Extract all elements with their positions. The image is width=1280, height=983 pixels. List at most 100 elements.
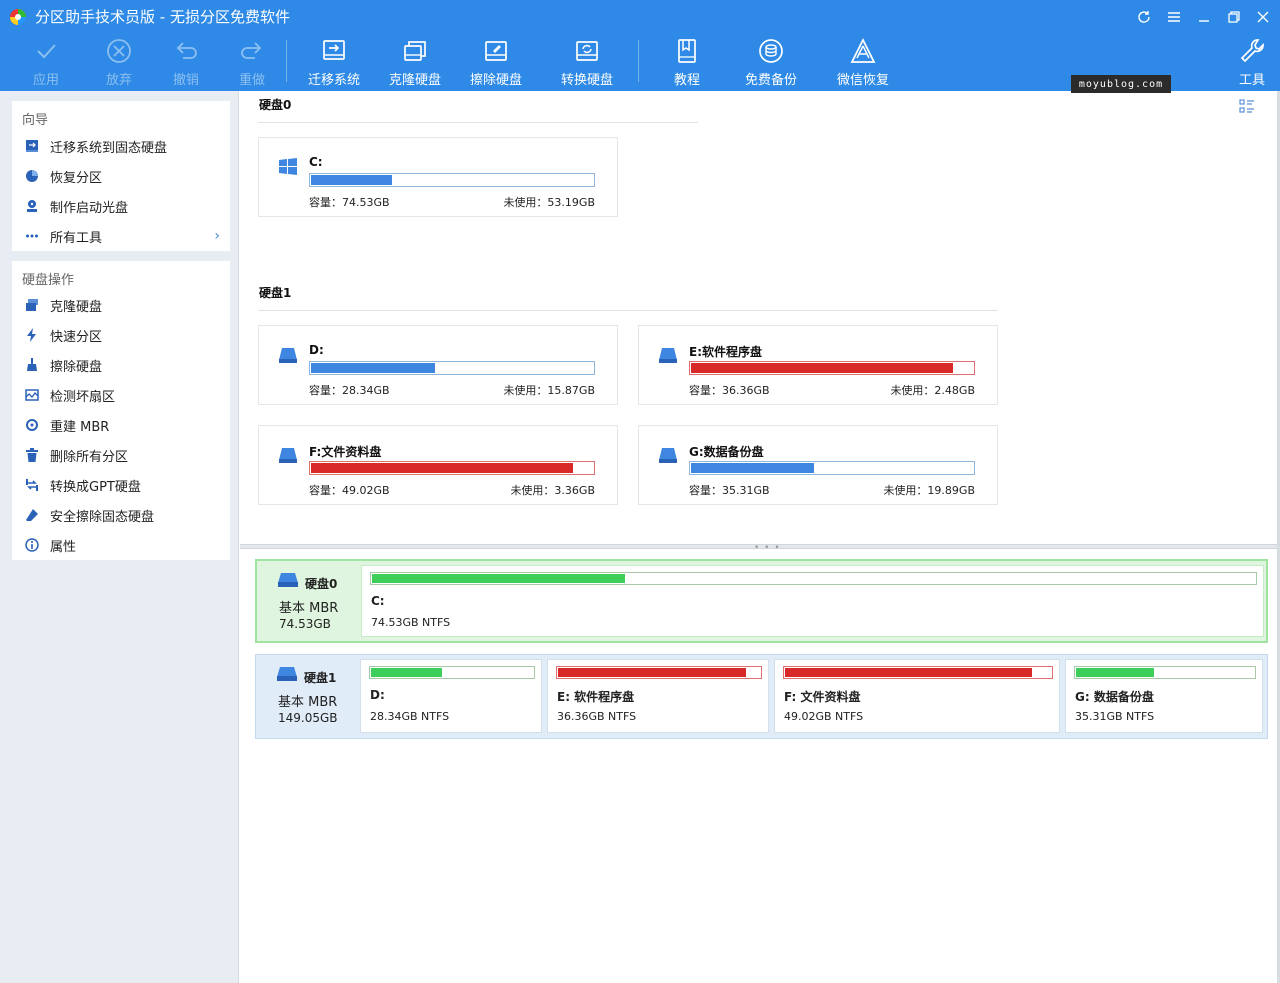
migrate-icon bbox=[318, 36, 350, 66]
usage-fill bbox=[785, 668, 1032, 677]
convert-icon bbox=[24, 477, 40, 493]
info-icon bbox=[24, 537, 40, 553]
check-icon bbox=[30, 36, 62, 66]
usage-fill bbox=[691, 463, 814, 473]
usage-bar bbox=[1074, 666, 1256, 679]
convert-icon bbox=[571, 36, 603, 66]
sidebar-item-rebuild-mbr[interactable]: 重建 MBR bbox=[12, 410, 230, 440]
usage-bar bbox=[689, 461, 975, 475]
partition-card-e[interactable]: E:软件程序盘 容量：36.36GB 未使用：2.48GB bbox=[638, 325, 998, 405]
drive-icon bbox=[278, 573, 298, 587]
sidebar-item-migrate-ssd[interactable]: 迁移系统到固态硬盘 bbox=[12, 131, 230, 161]
trash-icon bbox=[24, 447, 40, 463]
watermark: moyublog.com bbox=[1071, 75, 1171, 93]
chevron-right-icon: › bbox=[214, 228, 220, 244]
disk-map-row-0[interactable]: 硬盘0 基本 MBR 74.53GB C: 74.53GB NTFS bbox=[255, 559, 1268, 643]
partition-block-f[interactable]: F: 文件资料盘 49.02GB NTFS bbox=[774, 659, 1060, 733]
close-icon[interactable] bbox=[1252, 6, 1274, 28]
wechat-recovery-button[interactable]: 微信恢复 bbox=[837, 36, 889, 88]
discard-button[interactable]: 放弃 bbox=[103, 36, 135, 88]
usage-bar bbox=[309, 461, 595, 475]
sidebar-item-delete-all[interactable]: 删除所有分区 bbox=[12, 440, 230, 470]
sidebar-item-properties[interactable]: 属性 bbox=[12, 530, 230, 560]
redo-icon bbox=[236, 36, 268, 66]
splitter-grip-icon: • • • bbox=[754, 543, 781, 553]
cancel-circle-icon bbox=[103, 36, 135, 66]
sidebar-item-wipe-disk[interactable]: 擦除硬盘 bbox=[12, 350, 230, 380]
wrench-icon bbox=[1236, 36, 1268, 66]
sidebar-item-bootable-media[interactable]: 制作启动光盘 bbox=[12, 191, 230, 221]
restore-icon[interactable] bbox=[1223, 6, 1245, 28]
windows-icon bbox=[279, 158, 297, 175]
drive-icon bbox=[279, 348, 297, 363]
more-icon bbox=[24, 228, 40, 244]
wipe-disk-button[interactable]: 擦除硬盘 bbox=[470, 36, 522, 88]
partition-block-e[interactable]: E: 软件程序盘 36.36GB NTFS bbox=[547, 659, 769, 733]
redo-button[interactable]: 重做 bbox=[236, 36, 268, 88]
partition-card-d[interactable]: D: 容量：28.34GB 未使用：15.87GB bbox=[258, 325, 618, 405]
sidebar-item-convert-gpt[interactable]: 转换成GPT硬盘 bbox=[12, 470, 230, 500]
sidebar-item-quick-partition[interactable]: 快速分区 bbox=[12, 320, 230, 350]
disk-ops-title: 硬盘操作 bbox=[22, 273, 75, 288]
partition-card-c[interactable]: C: 容量：74.53GB 未使用：53.19GB bbox=[258, 137, 618, 217]
drive-icon bbox=[659, 448, 677, 463]
menu-icon[interactable] bbox=[1163, 6, 1185, 28]
book-icon bbox=[671, 36, 703, 66]
disk0-header: 硬盘0 bbox=[243, 91, 1231, 117]
disk-map-row-1[interactable]: 硬盘1 基本 MBR 149.05GB D: 28.34GB NTFS E: 软… bbox=[255, 654, 1268, 739]
usage-bar bbox=[369, 666, 535, 679]
sidebar: 向导 迁移系统到固态硬盘 恢复分区 制作启动光盘 所有工具 › 硬盘操作 克隆硬… bbox=[0, 91, 239, 983]
partition-card-g[interactable]: G:数据备份盘 容量：35.31GB 未使用：19.89GB bbox=[638, 425, 998, 505]
sidebar-item-recover-partition[interactable]: 恢复分区 bbox=[12, 161, 230, 191]
view-toggle-icon[interactable] bbox=[1237, 96, 1257, 116]
usage-fill bbox=[311, 175, 392, 185]
clone-disk-button[interactable]: 克隆硬盘 bbox=[389, 36, 441, 88]
window-right-edge bbox=[1277, 91, 1280, 983]
usage-fill bbox=[311, 363, 435, 373]
toolbar-separator bbox=[286, 40, 287, 82]
tutorial-button[interactable]: 教程 bbox=[671, 36, 703, 88]
drive-icon bbox=[277, 667, 297, 681]
recover-icon bbox=[24, 168, 40, 184]
tools-button[interactable]: 工具 bbox=[1236, 36, 1268, 88]
apply-button[interactable]: 应用 bbox=[30, 36, 62, 88]
convert-disk-button[interactable]: 转换硬盘 bbox=[561, 36, 613, 88]
refresh-icon[interactable] bbox=[1133, 6, 1155, 28]
undo-button[interactable]: 撤销 bbox=[170, 36, 202, 88]
title-toolbar: 分区助手技术员版 - 无损分区免费软件 应用 放弃 撤销 重做 迁移系统 克隆硬… bbox=[0, 0, 1280, 91]
free-backup-button[interactable]: 免费备份 bbox=[745, 36, 797, 88]
clone-icon bbox=[399, 36, 431, 66]
disk-ops-panel: 硬盘操作 克隆硬盘 快速分区 擦除硬盘 检测坏扇区 重建 MBR 删除所有分区 … bbox=[12, 261, 230, 560]
usage-fill bbox=[372, 574, 625, 583]
sidebar-item-bad-sectors[interactable]: 检测坏扇区 bbox=[12, 380, 230, 410]
partition-block-d[interactable]: D: 28.34GB NTFS bbox=[360, 659, 542, 733]
sidebar-item-clone-disk[interactable]: 克隆硬盘 bbox=[12, 290, 230, 320]
sidebar-item-secure-erase[interactable]: 安全擦除固态硬盘 bbox=[12, 500, 230, 530]
eraser-icon bbox=[24, 507, 40, 523]
usage-bar bbox=[309, 361, 595, 375]
scan-icon bbox=[24, 387, 40, 403]
sidebar-item-all-tools[interactable]: 所有工具 › bbox=[12, 221, 230, 251]
usage-fill bbox=[1076, 668, 1154, 677]
app-logo-icon bbox=[10, 9, 26, 25]
backup-icon bbox=[755, 36, 787, 66]
minimize-icon[interactable] bbox=[1193, 6, 1215, 28]
broom-icon bbox=[24, 357, 40, 373]
usage-bar bbox=[556, 666, 762, 679]
pane-splitter[interactable] bbox=[240, 544, 1280, 549]
disk1-header: 硬盘1 bbox=[243, 279, 1231, 305]
disk1-header-line bbox=[258, 310, 998, 311]
partition-card-f[interactable]: F:文件资料盘 容量：49.02GB 未使用：3.36GB bbox=[258, 425, 618, 505]
recovery-icon bbox=[847, 36, 879, 66]
wizard-title: 向导 bbox=[22, 113, 49, 128]
usage-bar bbox=[689, 361, 975, 375]
partition-block-c[interactable]: C: 74.53GB NTFS bbox=[361, 565, 1264, 637]
usage-bar bbox=[370, 572, 1257, 585]
migrate-os-button[interactable]: 迁移系统 bbox=[308, 36, 360, 88]
window-title: 分区助手技术员版 - 无损分区免费软件 bbox=[35, 8, 290, 26]
partition-block-g[interactable]: G: 数据备份盘 35.31GB NTFS bbox=[1065, 659, 1263, 733]
usage-bar bbox=[783, 666, 1053, 679]
undo-icon bbox=[170, 36, 202, 66]
toolbar-separator bbox=[638, 40, 639, 82]
bootdisk-icon bbox=[24, 198, 40, 214]
